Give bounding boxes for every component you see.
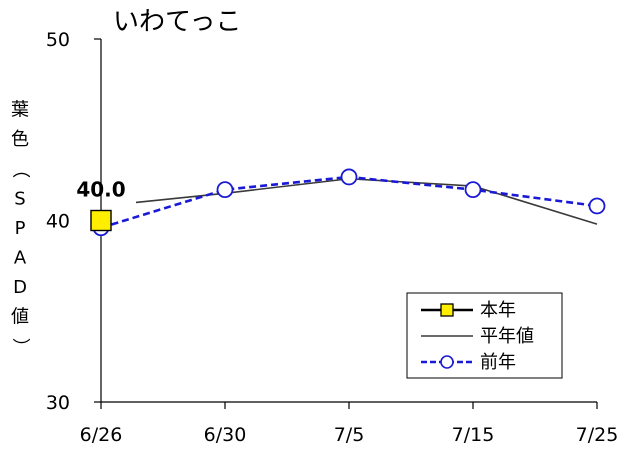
- data-label: 40.0: [76, 178, 125, 202]
- y-axis-label-char: 葉: [11, 100, 29, 121]
- x-tick-label: 7/15: [452, 424, 495, 446]
- y-axis-label-char: A: [14, 248, 27, 269]
- y-axis-label-char: D: [13, 277, 27, 298]
- legend-label: 本年: [480, 300, 516, 321]
- y-axis-label-char: P: [15, 218, 26, 239]
- y-tick-label: 50: [46, 29, 70, 51]
- series-marker: [588, 197, 606, 215]
- series-marker: [216, 181, 234, 199]
- series-marker: [464, 181, 482, 199]
- legend-marker: [440, 355, 454, 369]
- annotations: 40.0: [76, 178, 125, 202]
- legend-label: 平年値: [480, 326, 534, 347]
- y-tick-label: 40: [46, 211, 70, 233]
- y-axis-label-char: ）: [10, 338, 31, 356]
- legend-label: 前年: [480, 352, 516, 373]
- legend-marker: [440, 303, 454, 317]
- series-line: [135, 177, 598, 225]
- x-tick-label: 7/25: [576, 424, 619, 446]
- legend-box: [406, 292, 563, 379]
- series-layer: [90, 168, 606, 237]
- y-axis-label-char: （: [10, 160, 31, 178]
- y-axis-label-char: S: [14, 188, 25, 209]
- x-tick-label: 7/5: [334, 424, 365, 446]
- x-tick-label: 6/26: [80, 424, 123, 446]
- y-axis-label-char: 値: [11, 307, 29, 328]
- series-marker: [90, 209, 112, 232]
- series-marker: [340, 168, 358, 186]
- x-ticks: 6/26 6/30 7/5 7/15 7/25: [80, 402, 619, 446]
- y-axis-label-char: 色: [11, 129, 29, 150]
- chart-title: いわてっこ: [113, 7, 241, 37]
- x-tick-label: 6/30: [204, 424, 247, 446]
- y-tick-label: 30: [46, 392, 70, 414]
